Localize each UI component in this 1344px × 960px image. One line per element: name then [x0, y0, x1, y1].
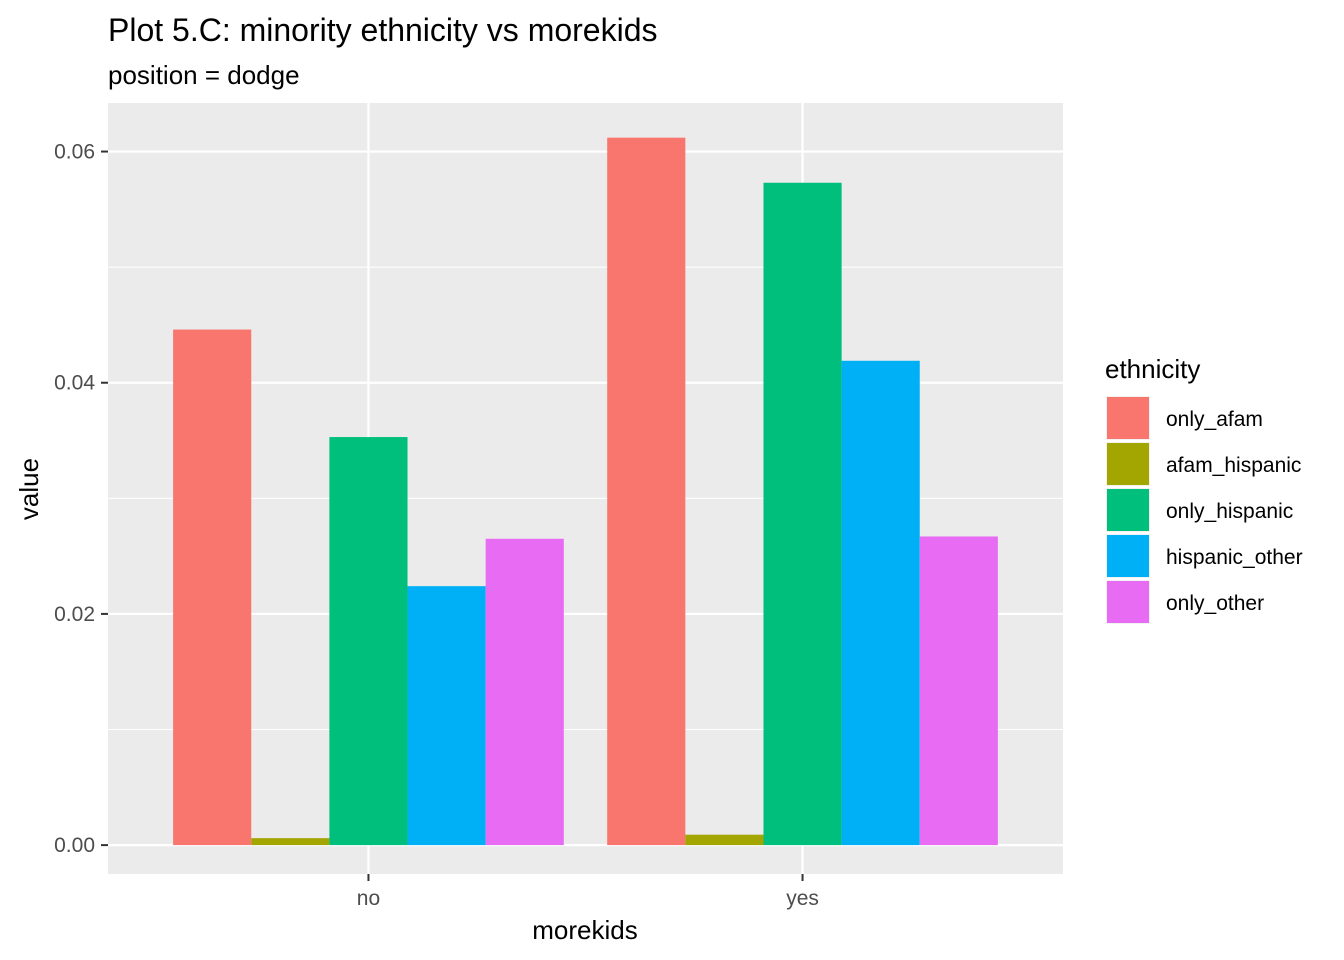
bar-only_afam-yes — [607, 137, 686, 846]
y-tick-label: 0.02 — [54, 603, 95, 626]
bar-afam_hispanic-no — [251, 838, 330, 846]
chart-subtitle: position = dodge — [108, 60, 300, 90]
bar-hispanic_other-yes — [841, 360, 920, 846]
legend-swatch-only_afam — [1107, 397, 1149, 439]
legend-swatch-only_hispanic — [1107, 489, 1149, 531]
y-tick-label: 0.04 — [54, 372, 95, 395]
x-tick-label: yes — [786, 887, 819, 910]
legend-label-hispanic_other: hispanic_other — [1166, 546, 1303, 569]
x-axis-title: morekids — [532, 915, 637, 945]
legend-swatch-only_other — [1107, 581, 1149, 623]
y-axis-title: value — [14, 458, 44, 520]
legend-label-only_hispanic: only_hispanic — [1166, 500, 1293, 523]
bar-only_afam-no — [173, 329, 252, 846]
chart-title: Plot 5.C: minority ethnicity vs morekids — [108, 12, 658, 48]
legend-items: only_afam afam_hispanic only_hispanichispa… — [1106, 396, 1303, 624]
bar-only_other-yes — [919, 536, 998, 846]
y-tick-label: 0.06 — [54, 141, 95, 164]
y-tick-label: 0.00 — [54, 834, 95, 857]
legend: ethnicity only_afam afam_hispanic only_his… — [1105, 354, 1303, 624]
bar-only_hispanic-yes — [763, 182, 842, 846]
legend-label-afam_hispanic: afam_hispanic — [1166, 454, 1301, 477]
bar-hispanic_other-no — [407, 586, 486, 846]
bar-afam_hispanic-yes — [685, 834, 764, 846]
bar-only_hispanic-no — [329, 437, 408, 846]
legend-swatch-afam_hispanic — [1107, 443, 1149, 485]
legend-label-only_other: only_other — [1166, 592, 1264, 615]
legend-swatch-hispanic_other — [1107, 535, 1149, 577]
x-tick-label: no — [357, 887, 380, 910]
bars — [173, 137, 998, 846]
y-axis: 0.00 0.02 0.04 0.06 — [54, 141, 108, 857]
bar-only_other-no — [485, 538, 564, 846]
x-axis: no yes — [357, 874, 819, 910]
legend-title: ethnicity — [1105, 354, 1200, 384]
legend-label-only_afam: only_afam — [1166, 408, 1263, 431]
